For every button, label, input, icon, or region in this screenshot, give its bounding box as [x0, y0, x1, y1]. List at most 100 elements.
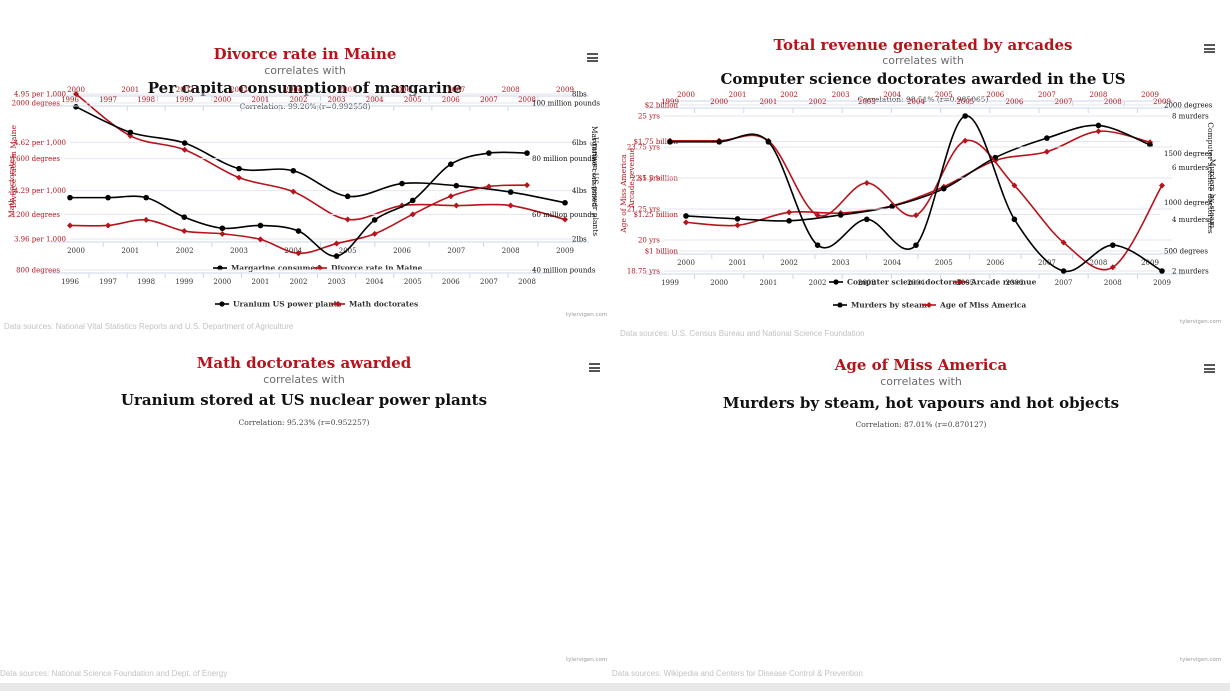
x-tick-label-bottom: 2002	[780, 259, 798, 267]
x-tick-label-bottom: 2004	[366, 278, 384, 286]
x-tick-label-top: 2002	[809, 98, 827, 106]
x-tick-label-top: 1997	[99, 96, 117, 104]
data-point[interactable]	[128, 130, 134, 136]
legend-marker	[833, 279, 838, 284]
data-point[interactable]	[1061, 268, 1067, 274]
data-point[interactable]	[1012, 217, 1018, 223]
data-point[interactable]	[1044, 135, 1050, 141]
data-point[interactable]	[345, 216, 351, 222]
data-point[interactable]	[735, 216, 741, 222]
y-tick-label-right: 6 murders	[1172, 164, 1209, 172]
data-point[interactable]	[1110, 242, 1116, 248]
legend-item[interactable]: Computer science doctorates	[829, 278, 970, 287]
x-tick-label-bottom: 2004	[883, 259, 901, 267]
data-point[interactable]	[143, 195, 149, 201]
chart-panel-divorce-margarine: Divorce rate in Maine correlates with Pe…	[0, 36, 610, 336]
x-tick-label-top: 2003	[858, 98, 876, 106]
y-tick-label-left: 1600 degrees	[12, 155, 61, 163]
data-point[interactable]	[864, 217, 870, 223]
data-point[interactable]	[258, 223, 264, 229]
data-point[interactable]	[345, 194, 351, 200]
data-point[interactable]	[838, 212, 844, 218]
y-tick-label-left: 800 degrees	[16, 267, 60, 275]
data-point[interactable]	[448, 161, 454, 167]
x-tick-label-bottom: 1999	[661, 279, 679, 287]
x-tick-label-top: 2004	[284, 86, 302, 94]
data-point[interactable]	[372, 217, 378, 223]
data-point[interactable]	[683, 213, 689, 219]
data-point[interactable]	[786, 218, 792, 224]
x-tick-label-bottom: 2009	[1153, 279, 1171, 287]
y-tick-label-left: 4.29 per 1,000	[14, 187, 66, 195]
data-point[interactable]	[296, 228, 302, 234]
data-point[interactable]	[182, 147, 188, 153]
y-tick-label-right: 80 million pounds	[532, 155, 596, 163]
data-point[interactable]	[291, 168, 297, 174]
y-tick-label-right: 4 murders	[1172, 216, 1209, 224]
x-tick-label-top: 2004	[366, 96, 384, 104]
data-point[interactable]	[453, 203, 459, 209]
data-sources: Data sources: National Science Foundatio…	[0, 669, 227, 678]
x-tick-label-top: 2007	[447, 86, 465, 94]
data-point[interactable]	[962, 113, 968, 119]
data-point[interactable]	[454, 183, 460, 189]
x-tick-label-top: 2001	[729, 91, 747, 99]
y-tick-label-right: 6lbs	[572, 139, 587, 147]
data-point[interactable]	[941, 186, 947, 192]
data-point[interactable]	[1096, 123, 1102, 129]
y-tick-label-left: 22.5 yrs	[631, 175, 660, 183]
legend-item[interactable]: Margarine consumed	[213, 264, 321, 273]
x-tick-label-bottom: 2000	[67, 247, 85, 255]
legend-item[interactable]: Uranium US power plants	[215, 300, 341, 309]
data-point[interactable]	[486, 150, 492, 156]
data-point[interactable]	[67, 195, 73, 201]
x-tick-label-top: 2000	[710, 98, 728, 106]
data-point[interactable]	[667, 139, 673, 145]
y-tick-label-left: 21.25 yrs	[627, 206, 661, 214]
x-tick-label-bottom: 2001	[759, 279, 777, 287]
y-tick-label-left: 4.95 per 1,000	[14, 91, 66, 99]
x-tick-label-bottom: 2008	[502, 247, 520, 255]
x-tick-label-top: 2005	[404, 96, 422, 104]
data-point[interactable]	[182, 140, 188, 146]
data-point[interactable]	[73, 104, 79, 110]
data-point[interactable]	[399, 181, 405, 187]
data-point[interactable]	[105, 195, 111, 201]
data-point[interactable]	[334, 253, 340, 259]
data-point[interactable]	[508, 189, 514, 195]
data-point[interactable]	[181, 214, 187, 220]
data-point[interactable]	[236, 166, 242, 172]
data-point[interactable]	[508, 203, 514, 209]
data-point[interactable]	[1159, 268, 1165, 274]
series-line-computer-science-doctorates	[686, 125, 1150, 221]
data-point[interactable]	[716, 139, 722, 145]
x-tick-label-bottom: 2001	[121, 247, 139, 255]
data-point[interactable]	[735, 222, 741, 228]
data-point[interactable]	[1095, 128, 1101, 134]
data-point[interactable]	[410, 198, 416, 204]
data-point[interactable]	[1044, 149, 1050, 155]
legend-marker	[837, 302, 842, 307]
x-tick-label-bottom: 2003	[328, 278, 346, 286]
data-point[interactable]	[815, 242, 821, 248]
data-point[interactable]	[524, 150, 530, 156]
data-point[interactable]	[236, 175, 242, 181]
y-axis-title-right: Murders by steam	[1208, 159, 1217, 228]
x-tick-label-top: 2002	[176, 86, 194, 94]
data-point[interactable]	[290, 189, 296, 195]
data-point[interactable]	[913, 242, 919, 248]
x-tick-label-bottom: 2006	[393, 247, 411, 255]
data-point[interactable]	[220, 225, 226, 231]
series-line-divorce-rate-in-maine	[76, 94, 565, 220]
x-tick-label-bottom: 2007	[480, 278, 498, 286]
chart-panel-arcades-cs: Total revenue generated by arcades corre…	[616, 28, 1230, 340]
data-sources: Data sources: U.S. Census Bureau and Nat…	[620, 329, 865, 338]
data-point[interactable]	[683, 219, 689, 225]
x-tick-label-top: 2006	[442, 96, 460, 104]
y-tick-label-right: 40 million pounds	[532, 267, 596, 275]
credit: tylervigen.com	[1180, 657, 1221, 663]
legend-item[interactable]: Divorce rate in Maine	[313, 264, 423, 273]
data-point[interactable]	[766, 139, 772, 145]
x-tick-label-top: 2002	[780, 91, 798, 99]
data-point[interactable]	[562, 200, 568, 206]
